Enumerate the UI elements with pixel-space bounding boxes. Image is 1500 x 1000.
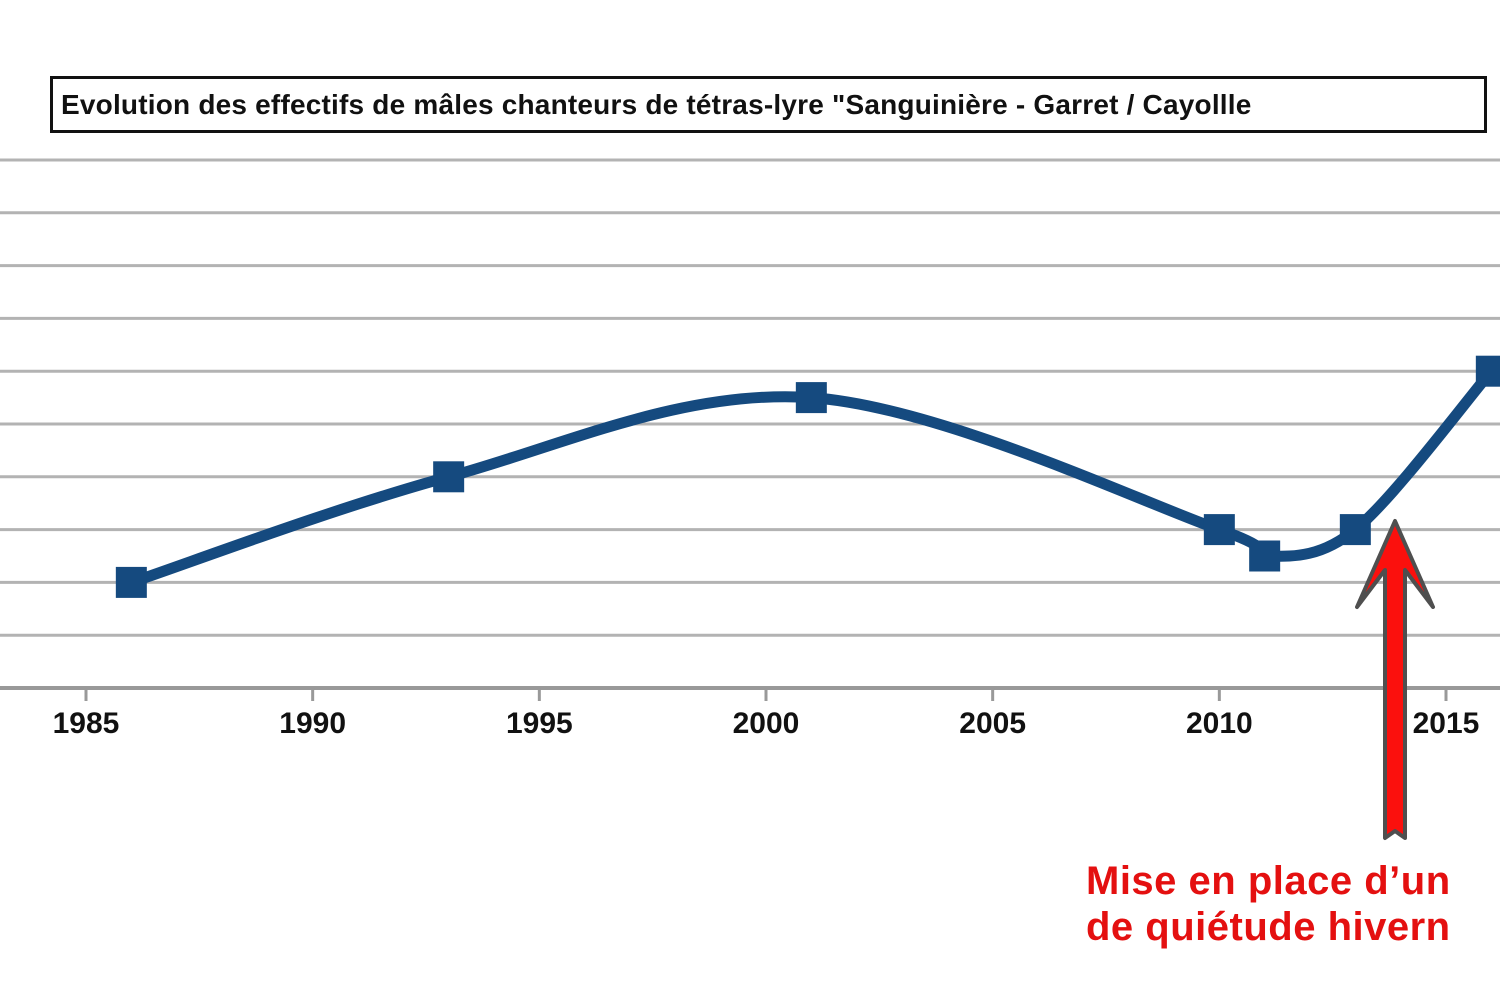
x-tick-label: 2010 — [1186, 707, 1253, 740]
annotation-line-2: de quiétude hivern — [1086, 905, 1451, 949]
data-point-marker — [1249, 540, 1281, 572]
data-point-marker — [1339, 514, 1371, 546]
up-arrow-icon — [1355, 519, 1435, 840]
data-point-marker — [1203, 514, 1235, 546]
data-point-marker — [115, 566, 147, 598]
arrow-annotation-text: Mise en place d’un de quiétude hivern — [1086, 858, 1451, 950]
annotation-line-1: Mise en place d’un — [1086, 859, 1451, 903]
data-point-marker — [433, 461, 465, 493]
x-tick-label: 1995 — [506, 707, 573, 740]
chart-title-box: Evolution des effectifs de mâles chanteu… — [50, 76, 1487, 133]
data-point-marker — [795, 382, 827, 414]
x-tick-label: 1990 — [279, 707, 346, 740]
x-tick-label: 2015 — [1413, 707, 1480, 740]
chart-title: Evolution des effectifs de mâles chanteu… — [61, 88, 1252, 120]
x-tick-label: 2005 — [959, 707, 1026, 740]
x-tick-label: 1985 — [53, 707, 120, 740]
x-tick-label: 2000 — [733, 707, 800, 740]
data-point-marker — [1475, 355, 1500, 387]
